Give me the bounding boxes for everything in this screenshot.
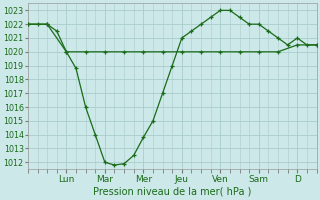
X-axis label: Pression niveau de la mer( hPa ): Pression niveau de la mer( hPa ) (93, 187, 252, 197)
